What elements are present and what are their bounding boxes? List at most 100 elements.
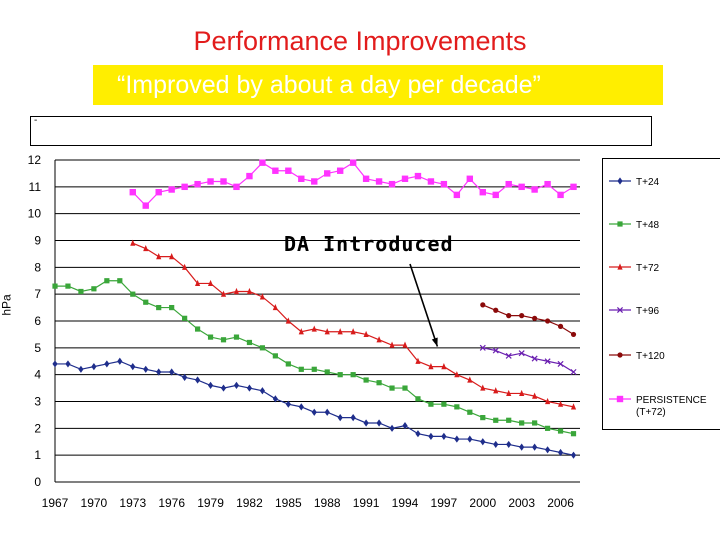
x-tick-label: 1982	[236, 496, 263, 510]
legend-entries: T+24 T+48 T+72 T+96 T+120 PERSISTENCE (T+72)	[609, 177, 707, 418]
legend-entry: T+72	[609, 263, 660, 274]
data-point	[259, 387, 266, 395]
chart-legend: T+24 T+48 T+72 T+96 T+120 PERSISTENCE (T+72)	[602, 158, 720, 430]
data-point	[363, 377, 369, 383]
data-point	[376, 336, 382, 343]
data-point	[259, 293, 266, 300]
data-point	[65, 360, 71, 368]
data-point	[298, 366, 304, 372]
data-point	[544, 180, 551, 188]
data-point	[233, 287, 240, 295]
data-point	[220, 337, 227, 343]
series-line	[482, 347, 574, 373]
quote-highlight: “Improved by about a day per decade”	[93, 65, 663, 105]
da-introduced-annotation: DA Introduced	[284, 232, 454, 256]
data-point	[168, 186, 175, 193]
legend-marker	[617, 221, 623, 227]
data-point	[130, 291, 136, 297]
data-point	[233, 381, 240, 389]
data-point	[311, 325, 317, 332]
data-point	[311, 178, 318, 185]
data-point	[272, 167, 279, 174]
data-point	[233, 183, 240, 191]
data-point	[246, 172, 253, 180]
x-tick-label: 1970	[81, 496, 108, 510]
data-point	[544, 318, 551, 324]
data-point	[375, 178, 383, 185]
y-tick-label: 4	[34, 368, 41, 382]
legend-entry: T+48	[609, 220, 660, 231]
legend-marker	[617, 177, 623, 185]
series-3	[479, 344, 577, 376]
data-point	[467, 376, 473, 383]
y-tick-label: 2	[34, 421, 41, 435]
data-point	[570, 431, 577, 437]
data-point	[311, 408, 317, 416]
y-tick-label: 11	[29, 180, 42, 194]
data-point	[557, 323, 564, 329]
data-point	[220, 290, 227, 297]
data-point	[389, 424, 395, 432]
data-point	[441, 432, 447, 440]
legend-marker	[617, 352, 623, 358]
series-0	[52, 357, 577, 459]
series-4	[480, 302, 577, 338]
data-point	[480, 384, 486, 391]
data-point	[259, 159, 266, 166]
data-point	[156, 368, 162, 376]
data-point	[532, 315, 538, 321]
data-point	[129, 189, 136, 196]
data-point	[246, 339, 253, 346]
data-point	[506, 313, 512, 319]
data-point	[454, 404, 460, 410]
legend-entry: PERSISTENCE (T+72)	[609, 395, 707, 418]
data-point	[52, 360, 58, 368]
data-point	[570, 368, 577, 376]
data-point	[272, 353, 278, 359]
y-tick-label: 8	[34, 260, 41, 274]
legend-label: T+72	[636, 263, 660, 274]
data-point	[142, 202, 149, 209]
data-point	[570, 403, 577, 410]
data-point	[104, 278, 110, 284]
data-point	[207, 178, 214, 185]
data-point	[337, 414, 343, 422]
data-point	[285, 167, 292, 174]
data-point	[428, 401, 434, 407]
empty-text-box: -	[30, 115, 652, 146]
y-axis-label: hPa	[0, 294, 14, 316]
data-point	[155, 189, 162, 196]
data-point	[376, 419, 382, 427]
data-point	[363, 330, 369, 338]
data-point	[493, 440, 499, 449]
data-point	[480, 438, 486, 446]
legend-label: T+24	[636, 177, 660, 188]
data-point	[363, 419, 369, 427]
data-point	[298, 175, 305, 182]
data-point	[207, 381, 214, 389]
data-point	[518, 183, 525, 191]
data-point	[285, 361, 291, 367]
data-point	[570, 183, 577, 191]
x-tick-label: 1973	[119, 496, 146, 510]
data-point	[78, 365, 84, 373]
data-point	[557, 400, 564, 407]
data-point	[415, 396, 421, 402]
data-point	[194, 180, 201, 188]
data-point	[52, 283, 58, 289]
series-2	[130, 239, 577, 410]
x-tick-label: 1997	[431, 496, 458, 510]
data-point	[557, 360, 564, 367]
data-point	[298, 328, 304, 335]
annotation-arrow	[409, 263, 439, 347]
data-point	[557, 448, 564, 457]
data-point	[350, 414, 356, 422]
data-point	[324, 328, 330, 335]
legend-label: PERSISTENCE (T+72)	[636, 395, 707, 418]
data-point	[349, 159, 357, 166]
legend-label: T+96	[636, 306, 660, 317]
data-point	[544, 446, 551, 454]
data-point	[324, 408, 330, 416]
x-tick-label: 2006	[547, 496, 574, 510]
